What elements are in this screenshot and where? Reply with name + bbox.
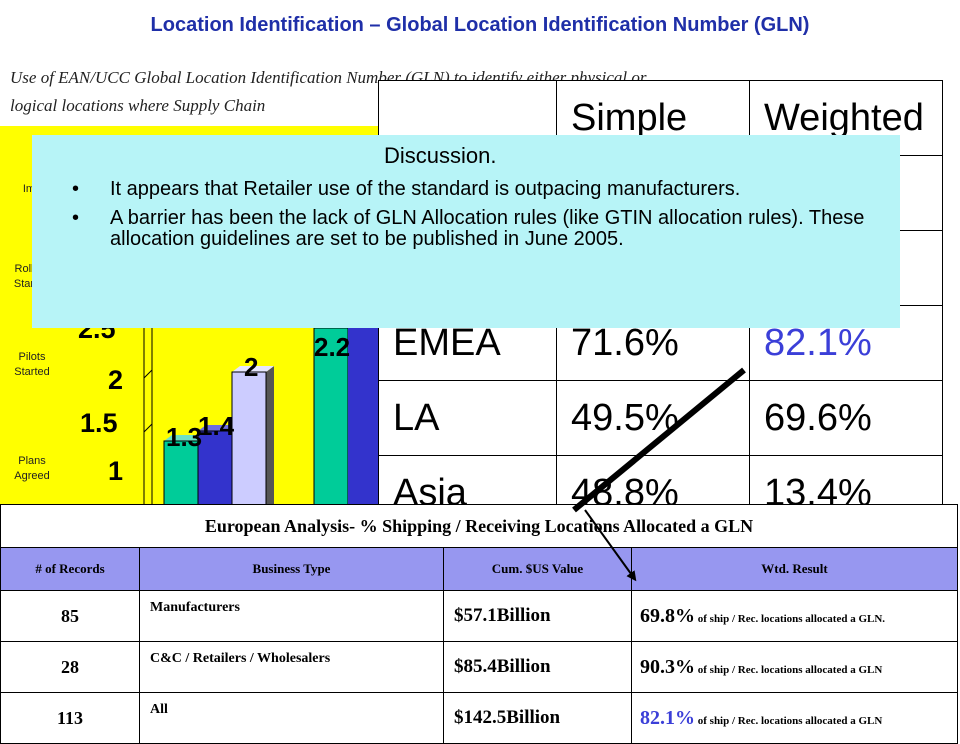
bar-retailers-1: [313, 322, 378, 512]
cum-value: $57.1Billion: [443, 590, 632, 642]
records-count: 28: [0, 641, 140, 693]
business-type: C&C / Retailers / Wholesalers: [139, 641, 444, 693]
list-item: • A barrier has been the lack of GLN All…: [72, 208, 892, 250]
table-row: 113 All $142.5Billion 82.1% of ship / Re…: [0, 692, 958, 744]
business-type: All: [139, 692, 444, 744]
discussion-heading: Discussion.: [384, 143, 497, 168]
y-category-label: Plans Agreed: [14, 455, 50, 482]
discussion-list: • It appears that Retailer use of the st…: [72, 179, 892, 258]
bullet-icon: •: [72, 207, 80, 229]
records-count: 113: [0, 692, 140, 744]
tick-label: 1.5: [80, 408, 118, 438]
european-analysis-table: European Analysis- % Shipping / Receivin…: [0, 504, 958, 744]
tick-label: 2: [108, 365, 123, 395]
column-header: Wtd. Result: [631, 547, 958, 591]
table-row: 28 C&C / Retailers / Wholesalers $85.4Bi…: [0, 641, 958, 693]
result-note: of ship / Rec. locations allocated a GLN: [695, 663, 883, 676]
bar-manufacturers-3: [231, 366, 274, 512]
result-note: of ship / Rec. locations allocated a GLN…: [695, 612, 886, 625]
tick-label: 1: [108, 456, 123, 486]
tick-mark: [143, 423, 153, 433]
result-percent: 90.3%: [640, 655, 695, 678]
cum-value: $85.4Billion: [443, 641, 632, 693]
data-label: 2: [244, 352, 258, 382]
cum-value: $142.5Billion: [443, 692, 632, 744]
data-label: 2.2: [314, 332, 350, 362]
result-percent: 69.8%: [640, 604, 695, 627]
region-name: LA: [378, 380, 557, 456]
y-category-label: Pilots Started: [14, 351, 50, 378]
table-row: LA 49.5% 69.6%: [378, 380, 943, 456]
data-label: 1.3: [166, 422, 202, 452]
column-header: # of Records: [0, 547, 140, 591]
data-label: 1.4: [198, 411, 235, 441]
list-item: • It appears that Retailer use of the st…: [72, 179, 892, 200]
discussion-box: Discussion. • It appears that Retailer u…: [32, 135, 900, 328]
simple-value: 49.5%: [556, 380, 750, 456]
page-title: Location Identification – Global Locatio…: [150, 14, 810, 36]
table-caption: European Analysis- % Shipping / Receivin…: [0, 504, 958, 548]
result-note: of ship / Rec. locations allocated a GLN: [695, 714, 883, 727]
subtitle-line-2: logical locations where Supply Chain: [10, 96, 266, 115]
y-category-label: Roll Star: [13, 263, 35, 290]
table-header-row: # of Records Business Type Cum. $US Valu…: [0, 547, 958, 591]
chart-plot: 2.5 2 1.5 1 1.3 1.4 2 2.2: [78, 298, 378, 512]
column-header: Cum. $US Value: [443, 547, 632, 591]
table-row: 85 Manufacturers $57.1Billion 69.8% of s…: [0, 590, 958, 642]
bullet-icon: •: [72, 178, 80, 200]
list-item-text: A barrier has been the lack of GLN Alloc…: [110, 207, 865, 250]
weighted-value: 69.6%: [749, 380, 943, 456]
list-item-text: It appears that Retailer use of the stan…: [110, 178, 741, 200]
records-count: 85: [0, 590, 140, 642]
weighted-result: 82.1% of ship / Rec. locations allocated…: [631, 692, 958, 744]
weighted-result: 69.8% of ship / Rec. locations allocated…: [631, 590, 958, 642]
tick-mark: [143, 369, 153, 379]
column-header: Business Type: [139, 547, 444, 591]
weighted-result: 90.3% of ship / Rec. locations allocated…: [631, 641, 958, 693]
result-percent: 82.1%: [640, 706, 695, 729]
business-type: Manufacturers: [139, 590, 444, 642]
